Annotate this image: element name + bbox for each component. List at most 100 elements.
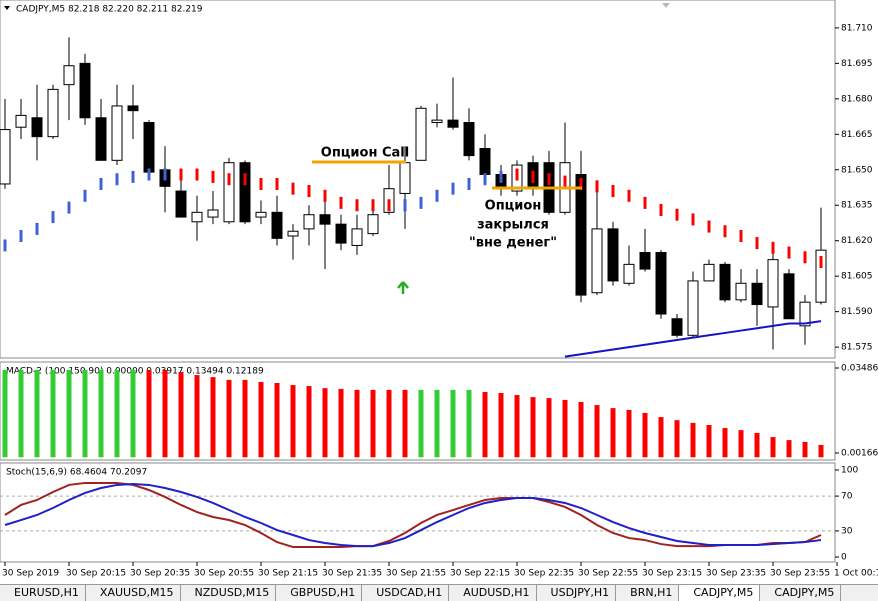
histogram-bar xyxy=(2,369,8,458)
histogram-bar xyxy=(754,432,760,458)
price-panel xyxy=(0,0,836,359)
candle-body xyxy=(575,174,587,296)
histogram-bar xyxy=(818,444,824,458)
terminal-chart: CADJPY,M5 82.218 82.220 82.211 82.219 MA… xyxy=(0,0,878,579)
chart-tab[interactable]: AUDUSD,H1 xyxy=(449,585,537,601)
candle-body xyxy=(799,301,811,327)
x-tick-label: 30 Sep 22:55 xyxy=(578,569,638,579)
histogram-bar xyxy=(322,388,328,458)
y-tick-label: 0.00166 xyxy=(841,449,878,459)
histogram-bar xyxy=(466,389,472,458)
y-tick-label: 81.605 xyxy=(841,272,873,282)
histogram-bar xyxy=(370,389,376,458)
candle-body xyxy=(671,318,683,336)
histogram-bar xyxy=(498,392,504,458)
chart-tab[interactable]: GBPUSD,H1 xyxy=(276,585,363,601)
histogram-bar xyxy=(658,417,664,458)
y-tick-label: 70 xyxy=(841,492,853,502)
histogram-bar xyxy=(162,369,168,458)
candle-body xyxy=(431,119,443,123)
histogram-bar xyxy=(210,377,216,458)
stoch-panel xyxy=(0,462,836,563)
chart-tab[interactable]: CADJPY,M5 xyxy=(679,585,761,601)
candle-body xyxy=(223,162,235,223)
annotation: Опцион Call xyxy=(321,146,409,161)
candle-body xyxy=(303,214,315,230)
candle-body xyxy=(639,252,651,270)
candle-body xyxy=(479,147,491,176)
candle-body xyxy=(735,282,747,301)
chart-title: CADJPY,M5 82.218 82.220 82.211 82.219 xyxy=(16,5,203,15)
x-tick-label: 1 Oct 00:1 xyxy=(834,569,878,579)
candle-body xyxy=(239,162,251,223)
histogram-bar xyxy=(306,386,312,458)
stoch-title: Stoch(15,6,9) 68.4604 70.2097 xyxy=(6,468,147,478)
candle-body xyxy=(287,230,299,237)
candle-body xyxy=(415,107,427,161)
candle-body xyxy=(319,214,331,225)
chart-tab[interactable]: USDJPY,H1 xyxy=(537,585,617,601)
histogram-bar xyxy=(578,401,584,458)
candle-body xyxy=(175,190,187,218)
histogram-bar xyxy=(98,369,104,458)
histogram-bar xyxy=(34,369,40,458)
histogram-bar xyxy=(114,369,120,458)
candle-body xyxy=(111,105,123,161)
histogram-bar xyxy=(482,391,488,458)
y-tick-label: 81.680 xyxy=(841,94,873,104)
x-tick-label: 30 Sep 23:55 xyxy=(770,569,830,579)
y-tick-label: 0.03486 xyxy=(841,363,878,373)
candle-body xyxy=(815,249,827,303)
candle-body xyxy=(623,263,635,284)
candle-body xyxy=(47,88,59,138)
annotation: Опцион xyxy=(485,199,542,214)
up-arrow xyxy=(397,281,409,294)
histogram-bar xyxy=(594,405,600,458)
histogram-bar xyxy=(674,420,680,458)
histogram-bar xyxy=(146,369,152,458)
x-tick-label: 30 Sep 2019 xyxy=(2,569,59,579)
candle-body xyxy=(447,119,459,128)
scroll-arrow[interactable] xyxy=(662,3,670,8)
x-tick-label: 30 Sep 21:35 xyxy=(322,569,382,579)
candle-body xyxy=(207,209,219,218)
candle-body xyxy=(367,214,379,235)
candle-body xyxy=(399,162,411,194)
histogram-bar xyxy=(82,369,88,458)
y-tick-label: 100 xyxy=(841,465,858,475)
histogram-bar xyxy=(770,437,776,458)
histogram-bar xyxy=(530,397,536,458)
histogram-bar xyxy=(610,408,616,458)
histogram-bar xyxy=(242,379,248,458)
candle-body xyxy=(687,280,699,336)
stoch-line xyxy=(4,482,822,548)
candle-body xyxy=(607,228,619,282)
histogram-bar xyxy=(18,369,24,458)
chart-tab[interactable]: EURUSD,H1 xyxy=(0,585,86,601)
candle-body xyxy=(271,211,283,239)
histogram-bar xyxy=(786,440,792,458)
histogram-bar xyxy=(338,388,344,458)
histogram-bar xyxy=(546,398,552,458)
chart-tab[interactable]: BRN,H1 xyxy=(616,585,680,601)
y-tick-label: 81.650 xyxy=(841,165,873,175)
x-tick-label: 30 Sep 20:55 xyxy=(194,569,254,579)
candle-body xyxy=(463,121,475,157)
chart-tab[interactable]: USDCAD,H1 xyxy=(362,585,450,601)
histogram-bar xyxy=(386,389,392,458)
candle-body xyxy=(143,121,155,173)
histogram-bar xyxy=(514,395,520,458)
menu-arrow[interactable] xyxy=(4,6,10,10)
histogram-bar xyxy=(402,389,408,458)
chart-tab[interactable]: XAUUSD,M15 xyxy=(86,585,181,601)
x-tick-label: 30 Sep 20:15 xyxy=(66,569,126,579)
candle-body xyxy=(79,62,91,119)
chart-tab[interactable]: CADJPY,M5 xyxy=(760,585,842,601)
chart-tab[interactable]: NZDUSD,M15 xyxy=(181,585,277,601)
y-tick-label: 81.590 xyxy=(841,307,873,317)
y-tick-label: 81.575 xyxy=(841,343,873,353)
candle-body xyxy=(95,117,107,161)
candle-body xyxy=(31,117,43,138)
candle-body xyxy=(767,259,779,308)
